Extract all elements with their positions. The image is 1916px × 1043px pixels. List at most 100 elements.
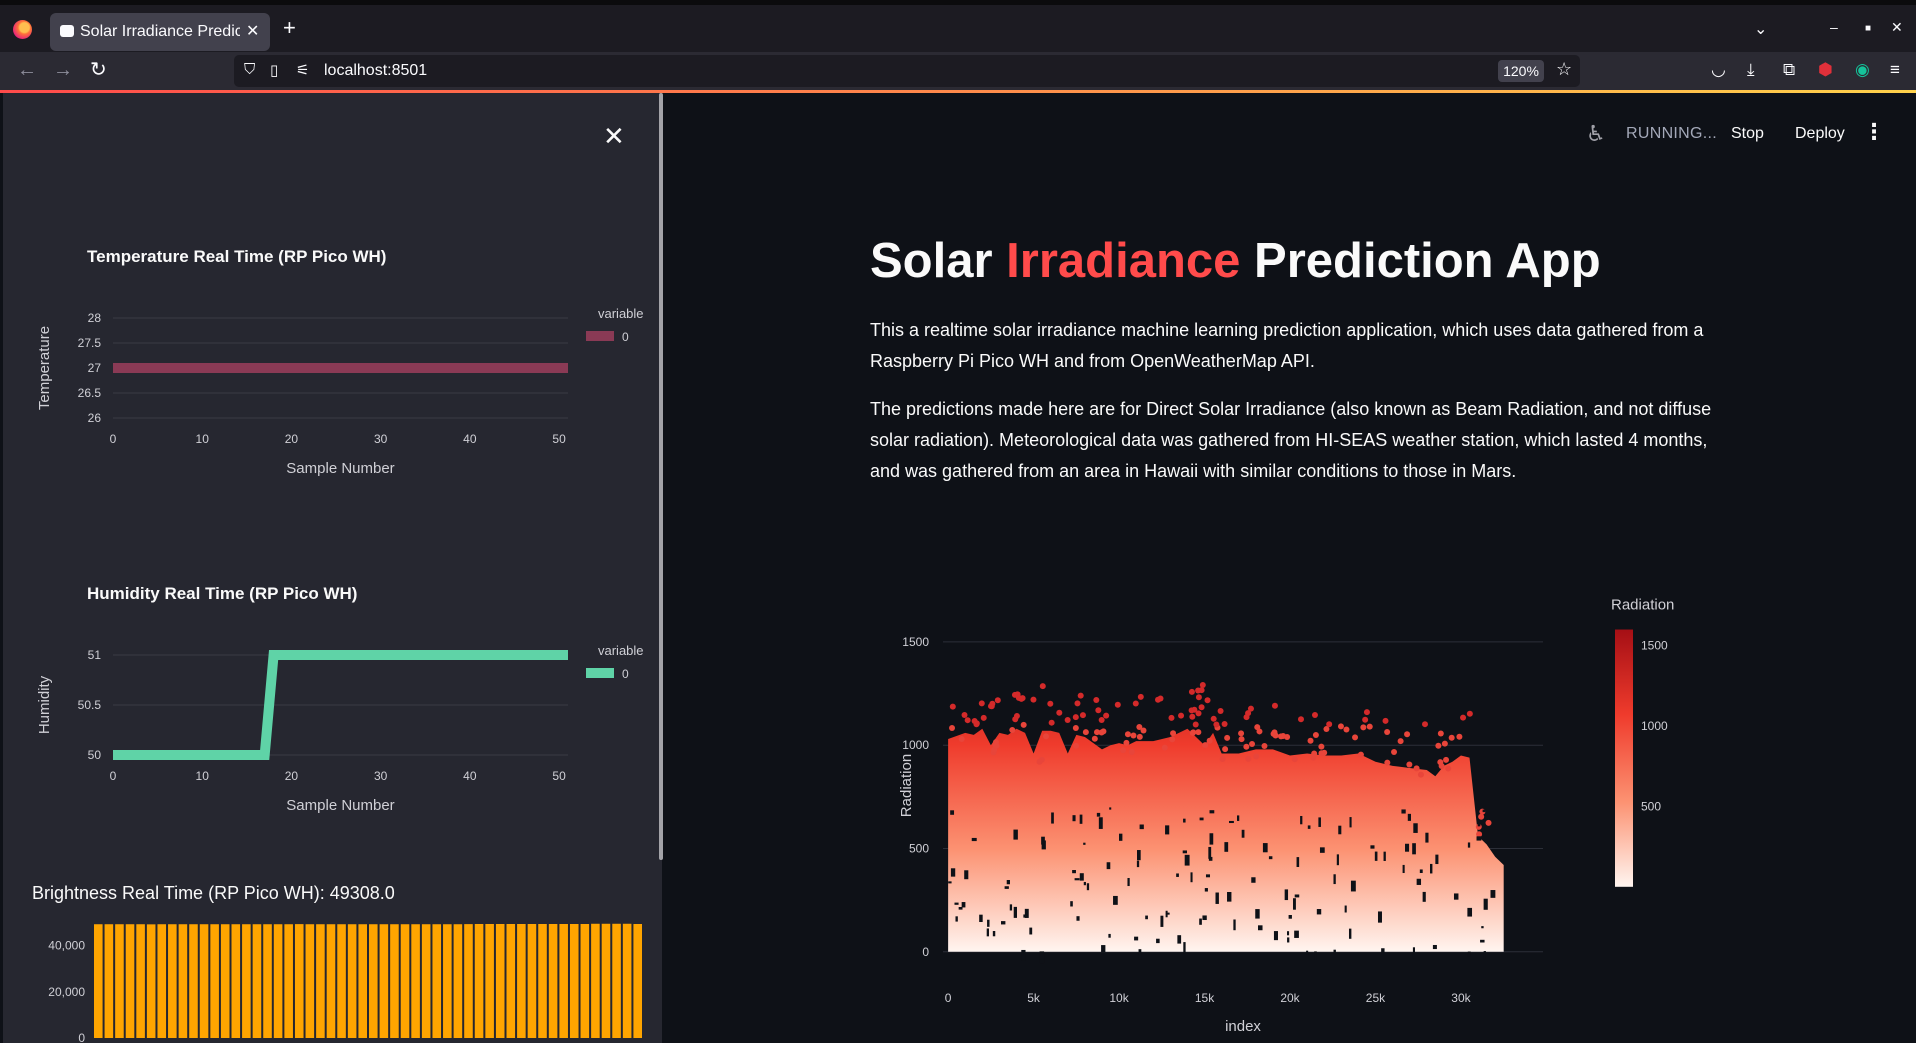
scatter-gap (1199, 918, 1202, 925)
scatter-gap (1138, 949, 1142, 960)
scatter-gap (1208, 846, 1212, 859)
scatter-point (1039, 683, 1046, 690)
scatter-point (1238, 736, 1245, 743)
minimize-icon[interactable]: – (1830, 19, 1838, 35)
humidity-chart[interactable]: 50 50.5 51 0 10 20 30 40 50 Sample Number Humidity… (18, 630, 658, 870)
brightness-bar (601, 923, 611, 1038)
scatter-point (1091, 735, 1098, 742)
scatter-gap (1412, 843, 1416, 855)
y-axis-label: Temperature (36, 326, 53, 410)
colorbar (1615, 629, 1633, 887)
reload-icon[interactable]: ↻ (90, 59, 107, 81)
scatter-gap (1051, 812, 1054, 824)
bookmark-star-icon[interactable]: ☆ (1556, 59, 1573, 79)
app-menu-icon[interactable]: ≡ (1890, 60, 1900, 79)
y-tick-label: 26.5 (78, 386, 102, 400)
scatter-point (1311, 750, 1318, 757)
scatter-point (1195, 694, 1202, 701)
url-bar[interactable]: ⛉ ▯ ⚟ localhost:8501 120% ☆ (234, 55, 1580, 87)
x-tick-label: 50 (552, 769, 566, 783)
brightness-bar (358, 924, 367, 1038)
scatter-point (994, 697, 1001, 704)
y-tick-label: 500 (909, 842, 929, 856)
pocket-icon[interactable]: ◡ (1711, 60, 1726, 79)
x-tick-label: 15k (1195, 991, 1215, 1005)
brightness-bar (220, 924, 230, 1038)
brightness-chart[interactable]: 0 20,000 40,000 (18, 918, 658, 1043)
ublock-icon[interactable]: ⬢ (1818, 60, 1833, 79)
scatter-gap (964, 870, 969, 880)
scatter-point (1422, 721, 1429, 728)
scatter-point (1291, 756, 1298, 763)
deploy-button[interactable]: Deploy (1795, 125, 1845, 142)
scatter-gap (1316, 909, 1322, 915)
scatter-point (1438, 762, 1445, 769)
window-close-icon[interactable]: ✕ (1891, 19, 1903, 35)
grammarly-icon[interactable]: ◉ (1855, 60, 1870, 79)
zoom-level-button[interactable]: 120% (1498, 60, 1544, 82)
scatter-point (1020, 721, 1027, 728)
shield-icon[interactable]: ⛉ (244, 61, 256, 78)
scatter-point (1199, 682, 1206, 689)
new-tab-button[interactable]: + (283, 15, 296, 40)
scatter-gap (1344, 905, 1347, 913)
scatter-gap (1419, 869, 1423, 874)
sidebar-close-icon[interactable]: ✕ (603, 121, 625, 151)
maximize-icon[interactable]: ■ (1865, 23, 1872, 34)
scatter-point (1195, 729, 1202, 736)
forward-icon[interactable]: → (53, 59, 73, 81)
tab-list-chevron-icon[interactable]: ⌄ (1754, 21, 1768, 38)
scatter-point (993, 742, 1000, 749)
temperature-chart[interactable]: 26 26.5 27 27.5 28 0 10 20 30 40 50 Sample Number Te… (18, 293, 658, 533)
scatter-point (1155, 696, 1162, 703)
downloads-icon[interactable]: ⤓ (1747, 60, 1755, 79)
y-tick-label: 20,000 (48, 985, 85, 999)
scatter-gap (1374, 851, 1378, 861)
scatter-point (1362, 716, 1369, 723)
brightness-bar (189, 924, 198, 1038)
y-tick-label: 0 (78, 1031, 85, 1043)
sidebar: ✕ Temperature Real Time (RP Pico WH) 26 2… (3, 93, 662, 1043)
page-title: Solar Irradiance Prediction App (870, 233, 1601, 289)
scatter-point (1137, 693, 1144, 700)
scatter-point (1261, 743, 1268, 750)
scatter-gap (1086, 883, 1090, 891)
brightness-bar (506, 924, 516, 1038)
scatter-point (1249, 740, 1256, 747)
scatter-point (1247, 705, 1254, 712)
scatter-gap (1377, 911, 1382, 923)
back-icon[interactable]: ← (17, 59, 37, 81)
brightness-bar (326, 924, 336, 1038)
brightness-bar (485, 924, 494, 1038)
tab-close-icon[interactable]: ✕ (246, 23, 260, 40)
scatter-point (1417, 771, 1424, 778)
scatter-gap (1101, 945, 1106, 953)
scatter-gap (992, 931, 996, 937)
scatter-gap (961, 902, 966, 908)
url-text[interactable]: localhost:8501 (324, 62, 428, 79)
browser-tab[interactable]: Solar Irradiance Predict ✕ (50, 13, 270, 51)
main-menu-icon[interactable]: ⋮ (1863, 119, 1885, 144)
x-tick-label: 30 (374, 432, 388, 446)
sidebar-scrollbar[interactable] (659, 93, 663, 860)
scatter-point (1366, 723, 1373, 730)
scatter-gap (1076, 916, 1080, 921)
scatter-point (1195, 687, 1202, 694)
permissions-icon[interactable]: ⚟ (296, 62, 310, 79)
extensions-icon[interactable]: ⧉ (1783, 60, 1796, 79)
page-info-icon[interactable]: ▯ (270, 62, 279, 79)
scatter-point (1161, 744, 1168, 751)
scatter-gap (1029, 927, 1033, 935)
scatter-gap (1233, 919, 1236, 931)
x-tick-label: 0 (945, 991, 952, 1005)
scatter-point (978, 700, 985, 707)
scatter-gap (1013, 906, 1017, 918)
scatter-gap (1024, 908, 1029, 918)
scatter-point (1245, 755, 1252, 762)
scatter-gap (1467, 951, 1471, 957)
brightness-bar (284, 924, 293, 1038)
x-tick-label: 25k (1366, 991, 1386, 1005)
scatter-gap (1190, 872, 1193, 883)
radiation-scatter-chart[interactable]: 0 500 1000 1500 0 5k 10k 15k 20k 25k 30k index Radia… (863, 593, 1743, 1033)
stop-button[interactable]: Stop (1731, 125, 1764, 142)
